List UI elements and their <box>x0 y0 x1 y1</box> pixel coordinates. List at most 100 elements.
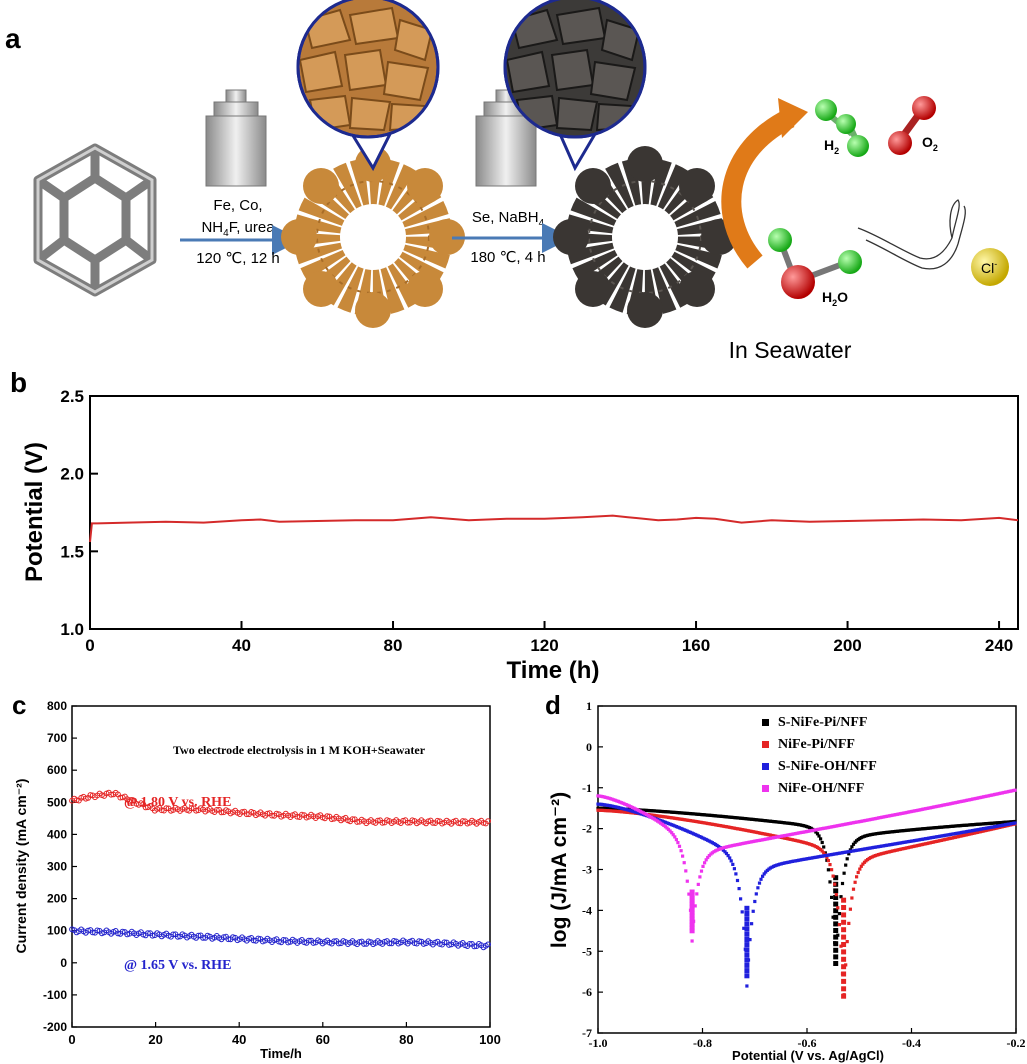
plot-d-point <box>613 807 617 811</box>
plot-d-point <box>815 832 820 836</box>
plot-d-corrosion-point <box>841 927 847 933</box>
plot-d-legend-marker <box>762 741 769 748</box>
plot-d-corrosion-point <box>689 904 695 910</box>
plot-d-point <box>674 838 678 842</box>
plot-d-point <box>740 828 744 832</box>
panel-a-label: a <box>5 23 21 54</box>
plot-d-point <box>938 825 942 829</box>
plot-d-point <box>624 803 628 807</box>
plot-c-points <box>69 789 492 951</box>
plot-d-point <box>751 817 755 821</box>
plot-d-point <box>811 828 815 832</box>
plot-d-point <box>856 848 860 852</box>
plot-d-point <box>833 824 837 828</box>
plot-d-point <box>798 858 802 862</box>
plot-d-point <box>729 844 733 848</box>
plot-c-point <box>174 933 181 940</box>
plot-d-point <box>742 926 746 930</box>
plot-d-point <box>831 874 835 878</box>
plot-c-series-label-2: @ 1.65 V vs. RHE <box>124 958 231 973</box>
panel-b: b 0 40 80 120 160 200 240 1.0 1.5 2.0 2.5 Time (h)… <box>10 367 1019 684</box>
plot-d-ytick-label: 1 <box>586 699 592 713</box>
plot-d-ytick-label: -5 <box>582 944 592 958</box>
plot-c-ytick-label: 400 <box>47 827 67 841</box>
plot-d-corrosion-point <box>689 910 695 916</box>
plot-c-point <box>374 817 381 824</box>
plot-d-point <box>833 852 837 856</box>
plot-d-point <box>833 882 837 886</box>
plot-d-point <box>822 826 826 830</box>
plot-d-point <box>724 851 729 856</box>
plot-d-corrosion-point <box>744 931 750 937</box>
plot-c-xtick-label: 40 <box>232 1032 246 1047</box>
plot-d-corrosion-point <box>841 912 847 918</box>
plot-d-point <box>693 904 697 908</box>
plot-d-corrosion-point <box>833 928 839 933</box>
plot-d-point <box>690 939 694 943</box>
plot-d-point <box>762 872 766 876</box>
plot-d-corrosion-point <box>689 925 695 931</box>
plot-d-point <box>682 828 686 832</box>
plot-d-point <box>682 811 686 815</box>
plot-c-point <box>434 817 441 824</box>
plot-d-corrosion-point <box>833 961 839 966</box>
plot-d-corrosion-point <box>841 986 847 992</box>
plot-d-point <box>844 863 848 867</box>
seawater-caption: In Seawater <box>729 337 852 363</box>
plot-d-ytick-label: -6 <box>582 985 592 999</box>
plot-d-point <box>756 886 760 890</box>
plot-d-point <box>613 809 617 813</box>
plot-d-point <box>682 818 686 822</box>
plot-d-point <box>721 848 725 852</box>
plot-d-point <box>740 816 744 820</box>
plot-d-xtick-label: -0.4 <box>902 1036 921 1050</box>
plot-d-point <box>787 837 791 841</box>
plot-d-point <box>751 909 755 913</box>
plot-d-point <box>673 835 677 839</box>
plot-c-point <box>386 940 393 947</box>
plot-d-corrosion-point <box>833 908 839 914</box>
plot-d-legend-marker <box>762 785 769 792</box>
plot-d-frame <box>597 705 1017 1034</box>
plot-d-corrosion-point <box>833 901 839 907</box>
plot-d-corrosion-point <box>833 914 839 920</box>
plot-c-point <box>485 941 492 948</box>
plot-d-point <box>635 811 639 815</box>
chloride-ion-icon <box>971 248 1009 286</box>
plot-d-point <box>798 839 802 844</box>
plot-d-point <box>670 831 674 835</box>
plot-d-point <box>891 830 895 834</box>
plot-d-point <box>972 831 976 835</box>
o2-label: O2 <box>922 134 938 153</box>
plot-d-point <box>601 802 605 807</box>
plot-d-corrosion-point <box>744 973 750 979</box>
plot-c-xtick-label: 80 <box>399 1032 413 1047</box>
plot-d-corrosion-point <box>689 922 695 928</box>
plot-d-point <box>1013 821 1017 825</box>
plot-b-ytick-label: 2.5 <box>60 387 84 406</box>
plot-d-point <box>706 813 710 817</box>
plot-d-corrosion-point <box>744 947 750 953</box>
plot-d-point <box>726 854 730 858</box>
plot-d-point <box>903 846 907 850</box>
plot-c-ytick-label: 500 <box>47 795 67 809</box>
plot-d-corrosion-point <box>689 898 695 904</box>
o2-molecule-icon <box>888 96 936 155</box>
plot-d-corrosion-point <box>744 962 750 968</box>
plot-d-point <box>728 856 732 860</box>
plot-c-point <box>119 928 126 935</box>
plot-d-point <box>949 824 953 828</box>
plot-d-point <box>848 907 852 911</box>
plot-d-point <box>748 938 752 942</box>
plot-b-series-line <box>89 514 1019 543</box>
plot-d-point <box>737 887 741 891</box>
plot-d-corrosion-point <box>744 921 750 927</box>
plot-c-point <box>195 932 202 939</box>
plot-d-corrosion-point <box>841 964 847 970</box>
plot-d-point <box>845 850 849 854</box>
plot-c-point <box>149 932 156 939</box>
panel-d-label: d <box>545 690 561 720</box>
plot-d-point <box>845 940 849 944</box>
plot-d-legend-label: NiFe-Pi/NFF <box>778 737 855 752</box>
